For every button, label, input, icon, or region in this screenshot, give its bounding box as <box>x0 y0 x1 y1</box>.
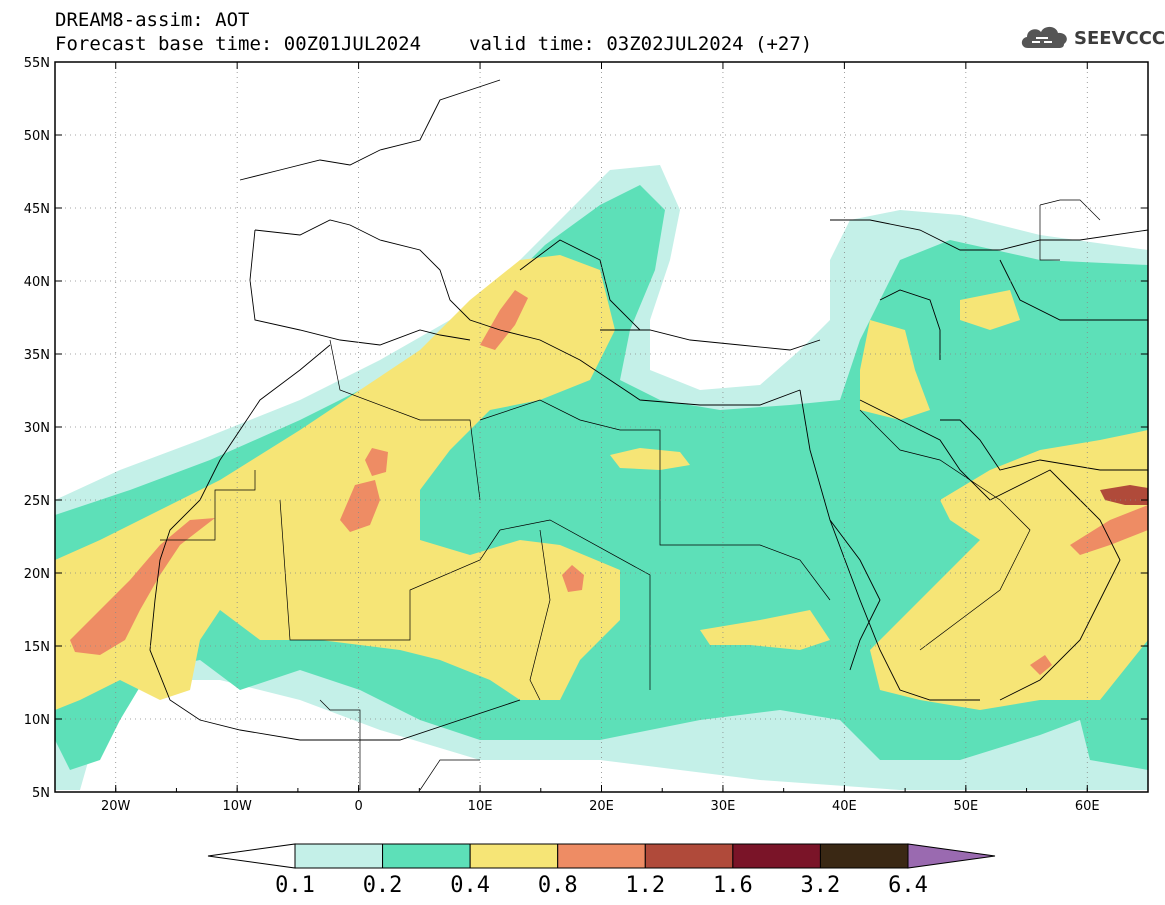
lon-label: 20E <box>589 799 614 814</box>
lat-label: 30N <box>24 421 50 436</box>
colorbar-under-triangle <box>207 843 296 869</box>
map-title: DREAM8-assim: AOT <box>55 9 250 31</box>
colorbar-label: 0.1 <box>275 873 315 898</box>
lon-label: 10W <box>222 799 252 814</box>
colorbar-label: 0.8 <box>538 873 578 898</box>
colorbar-label: 6.4 <box>888 873 928 898</box>
colorbar <box>207 843 996 869</box>
coastlines <box>149 79 1148 741</box>
aot-level-0.4-iran <box>960 290 1020 330</box>
aot-level-0.8-oman <box>1030 655 1052 675</box>
colorbar-over-triangle <box>907 843 996 869</box>
lon-label: 0 <box>354 799 362 814</box>
lat-label: 40N <box>24 275 50 290</box>
colorbar-label: 0.2 <box>363 873 403 898</box>
lat-label: 55N <box>24 56 50 71</box>
lat-label: 45N <box>24 202 50 217</box>
lat-label: 10N <box>24 713 50 728</box>
cloud-logo-icon <box>1021 26 1067 48</box>
lon-label: 10E <box>468 799 493 814</box>
lon-label: 60E <box>1075 799 1100 814</box>
time-info: Forecast base time: 00Z01JUL2024 valid ti… <box>55 33 812 55</box>
colorbar-box <box>294 843 384 869</box>
aot-level-0.8-arabia-east <box>1070 505 1148 555</box>
aot-level-0.8-algeria <box>340 480 380 532</box>
lon-label: 20W <box>101 799 131 814</box>
aot-level-0.4-arabia <box>870 430 1148 710</box>
colorbar-label: 0.4 <box>450 873 490 898</box>
colorbar-box <box>732 843 821 869</box>
aot-level-0.8-libya <box>562 565 584 592</box>
colorbar-box <box>469 843 559 869</box>
colorbar-labels: 0.1 0.2 0.4 0.8 1.2 1.6 3.2 6.4 <box>275 873 928 898</box>
colorbar-label: 3.2 <box>801 873 841 898</box>
colorbar-label: 1.6 <box>713 873 753 898</box>
aot-level-0.8-algeria-2 <box>365 448 388 476</box>
valid-time: valid time: 03Z02JUL2024 (+27) <box>469 33 813 55</box>
logo-text: SEEVCCC <box>1074 28 1165 49</box>
lat-labels: 55N 50N 45N 40N 35N 30N 25N 20N 15N 10N 5N <box>24 56 50 801</box>
aot-level-0.4-iraq <box>860 320 930 420</box>
lat-label: 15N <box>24 640 50 655</box>
axis-ticks <box>54 61 1149 793</box>
colorbar-label: 1.2 <box>625 873 665 898</box>
lon-label: 30E <box>711 799 736 814</box>
lat-label: 25N <box>24 494 50 509</box>
colorbar-box <box>644 843 734 869</box>
lat-label: 35N <box>24 348 50 363</box>
lat-label: 20N <box>24 567 50 582</box>
lat-label: 5N <box>32 786 50 801</box>
aot-level-0.4-egypt <box>610 448 690 470</box>
lon-label: 50E <box>953 799 978 814</box>
aot-level-0.8-tunisia <box>480 290 528 350</box>
lon-label: 40E <box>832 799 857 814</box>
colorbar-box <box>382 843 471 869</box>
base-time: Forecast base time: 00Z01JUL2024 <box>55 33 422 55</box>
lon-labels: 20W 10W 0 10E 20E 30E 40E 50E 60E <box>101 799 1100 814</box>
aot-level-0.8-senegal <box>70 518 215 655</box>
lat-label: 50N <box>24 129 50 144</box>
gridlines <box>55 62 1148 792</box>
colorbar-box <box>819 843 909 869</box>
colorbar-box <box>557 843 646 869</box>
aot-level-0.4-horn <box>700 610 830 650</box>
aot-level-0.4-west <box>55 255 620 710</box>
borders <box>160 199 1101 791</box>
